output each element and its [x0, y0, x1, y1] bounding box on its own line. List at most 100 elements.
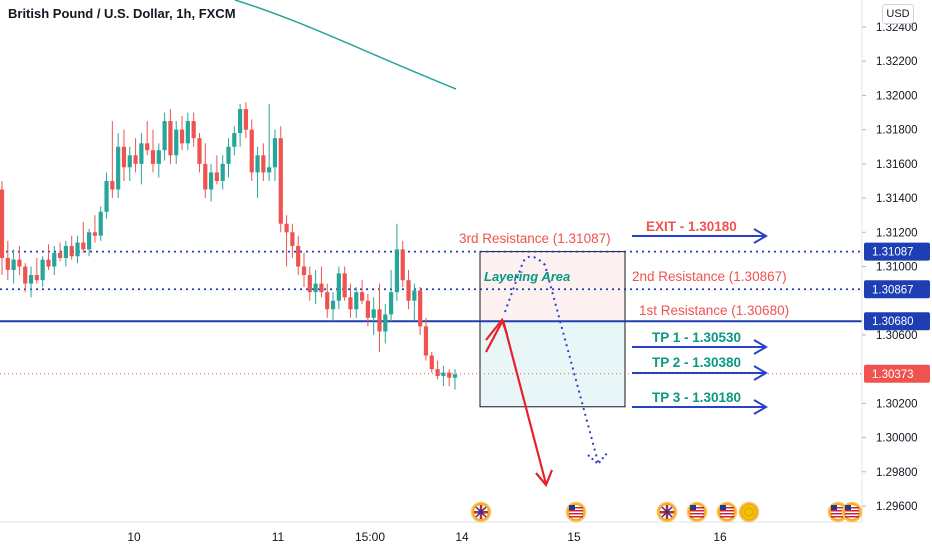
price-label-bg: [864, 364, 930, 383]
price-label: 1.30867: [872, 284, 914, 296]
resistance-label-1: 3rd Resistance (1.31087): [459, 231, 611, 246]
candle-body: [429, 355, 434, 370]
flag-canton: [690, 505, 696, 510]
candle-body: [5, 257, 10, 270]
y-tick-label: 1.29600: [876, 501, 918, 513]
zone-box-2: [479, 320, 626, 408]
flag-stripe: [720, 516, 734, 518]
candle-body: [412, 290, 417, 301]
candle-body: [226, 146, 231, 164]
price-label-bg: [864, 280, 930, 299]
candle-body: [220, 163, 225, 181]
event-flag-icon[interactable]: [565, 501, 587, 523]
candle-body: [0, 189, 5, 258]
flag-stripe: [845, 507, 859, 509]
flag-stripe: [569, 510, 583, 512]
currency-button[interactable]: USD: [882, 4, 914, 24]
candle-body: [191, 121, 196, 139]
candle-body: [208, 172, 214, 190]
event-flag-icon[interactable]: [827, 501, 849, 523]
candle-body: [342, 273, 347, 298]
candle-body: [232, 133, 237, 147]
event-flag-icon[interactable]: [716, 501, 738, 523]
target-label-3: TP 2 - 1.30380: [652, 355, 741, 370]
flag-stripe: [831, 507, 845, 509]
candle-body: [238, 109, 243, 134]
candle-body: [11, 259, 16, 270]
candle-body: [81, 242, 86, 250]
candle-body: [348, 297, 353, 310]
chart-title: British Pound / U.S. Dollar, 1h, FXCM: [8, 6, 236, 21]
candle-body: [406, 280, 411, 301]
candle-body: [139, 143, 144, 164]
candle-body: [365, 300, 370, 318]
price-label: 1.31087: [872, 247, 914, 259]
y-tick-label: 1.29800: [876, 467, 918, 479]
candle-body: [28, 275, 34, 284]
candle-body: [325, 292, 330, 310]
y-tick-label: 1.32400: [876, 22, 918, 34]
projection-head: [587, 451, 609, 466]
candle-body: [214, 172, 219, 181]
x-tick-label: 11: [272, 530, 285, 544]
time-axis[interactable]: 10 11 15:00 14 15 16: [0, 521, 862, 544]
candle-body: [296, 245, 301, 267]
event-flag-icon[interactable]: [470, 501, 492, 523]
event-flags[interactable]: [470, 501, 863, 523]
price-label: 1.30373: [872, 369, 914, 381]
candles: [0, 102, 458, 390]
candle-body: [452, 374, 458, 378]
x-tick-label: 10: [127, 530, 141, 544]
target-label-1: EXIT - 1.30180: [646, 219, 737, 234]
resistance-label-2: 2nd Resistance (1.30867): [632, 269, 787, 284]
flag-stripe: [690, 507, 704, 509]
candle-body: [371, 309, 376, 318]
event-flag-icon[interactable]: [656, 501, 678, 523]
y-tick-label: 1.30200: [876, 398, 918, 410]
candle-body: [57, 252, 63, 258]
candle-body: [278, 138, 283, 224]
candle-body: [394, 249, 400, 293]
candle-body: [284, 223, 289, 233]
price-axis[interactable]: 1.32400 1.32200 1.32000 1.31800 1.31600 1.314…: [861, 0, 930, 522]
candle-body: [330, 300, 336, 310]
candle-body: [87, 232, 92, 250]
moving-average: [234, 0, 457, 90]
y-tick-label: 1.31400: [876, 193, 918, 205]
candle-body: [418, 290, 423, 327]
candle-body: [313, 283, 318, 293]
event-flag-icon[interactable]: [841, 501, 863, 523]
red-arrow-down-head: [535, 469, 554, 488]
candle-body: [98, 211, 103, 236]
flag-stripe: [831, 510, 845, 512]
flag-stripe: [690, 513, 704, 515]
y-tick-label: 1.31600: [876, 159, 918, 171]
candle-body: [243, 109, 249, 130]
candle-body: [34, 275, 39, 281]
event-flag-icon[interactable]: [686, 501, 708, 523]
candle-body: [389, 292, 394, 315]
drawings: [485, 228, 768, 488]
candle-body: [17, 259, 22, 267]
candle-body: [249, 129, 254, 173]
event-flag-icon[interactable]: [738, 501, 760, 523]
red-arrow-up: [485, 319, 504, 353]
candle-body: [319, 283, 324, 293]
flag-diag: [661, 506, 673, 518]
price-label-bg: [864, 242, 930, 261]
candle-body: [46, 259, 51, 267]
candle-body: [162, 121, 167, 151]
x-tick-label: 14: [455, 530, 469, 544]
x-tick-label: 16: [713, 530, 727, 544]
candle-body: [301, 266, 307, 276]
candle-body: [447, 372, 452, 378]
resistance-label-3: 1st Resistance (1.30680): [639, 303, 789, 318]
y-tick-label: 1.31000: [876, 262, 918, 274]
target-arrow-head: [753, 399, 768, 415]
red-arrow-down: [501, 319, 548, 485]
candle-body: [104, 180, 109, 212]
flag-stripe: [690, 510, 704, 512]
candle-body: [116, 146, 121, 190]
candle-body: [255, 155, 260, 173]
